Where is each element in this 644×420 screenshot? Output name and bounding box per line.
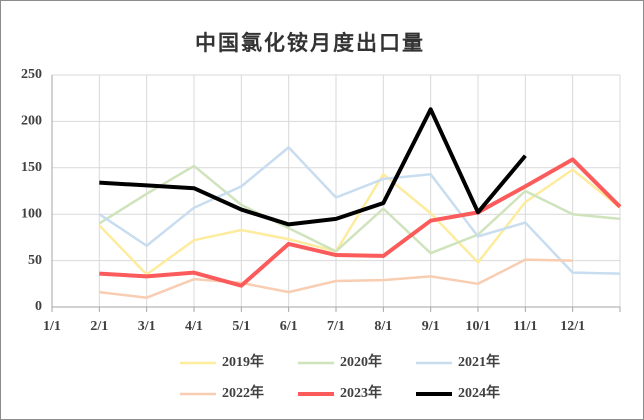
series-line: [99, 157, 622, 288]
y-tick-label: 100: [21, 206, 42, 221]
legend: 2019年 2020年 2021年 2022年 2023年 2024年: [180, 353, 500, 401]
y-tick-label: 0: [35, 299, 42, 314]
x-tick-label: 4/1: [185, 319, 203, 334]
x-tick-label: 6/1: [280, 319, 298, 334]
series-line: [99, 258, 573, 299]
x-tick-label: 2/1: [90, 319, 108, 334]
x-tick-label: 10/1: [466, 319, 491, 334]
chart-title: 中国氯化铵月度出口量: [195, 31, 425, 55]
x-tick-label: 12/1: [560, 319, 585, 334]
y-tick-label: 250: [21, 67, 42, 82]
x-tick-label: 8/1: [374, 319, 392, 334]
y-tick-label: 50: [28, 253, 42, 268]
series-line: [98, 146, 621, 275]
x-tick-label: 1/1: [43, 319, 61, 334]
x-tick-label: 9/1: [422, 319, 440, 334]
series-line: [98, 164, 621, 255]
series-line: [99, 107, 527, 227]
legend-label: 2020年: [340, 353, 382, 370]
legend-label: 2019年: [222, 353, 264, 370]
x-tick-label: 11/1: [513, 319, 537, 334]
legend-label: 2024年: [458, 384, 500, 401]
y-tick-label: 150: [21, 160, 42, 175]
legend-label: 2021年: [458, 353, 500, 370]
x-tick-label: 7/1: [327, 319, 345, 334]
legend-label: 2023年: [340, 384, 382, 401]
legend-label: 2022年: [222, 384, 264, 401]
x-tick-label: 5/1: [232, 319, 250, 334]
x-tick-label: 3/1: [138, 319, 156, 334]
y-tick-label: 200: [21, 114, 42, 129]
